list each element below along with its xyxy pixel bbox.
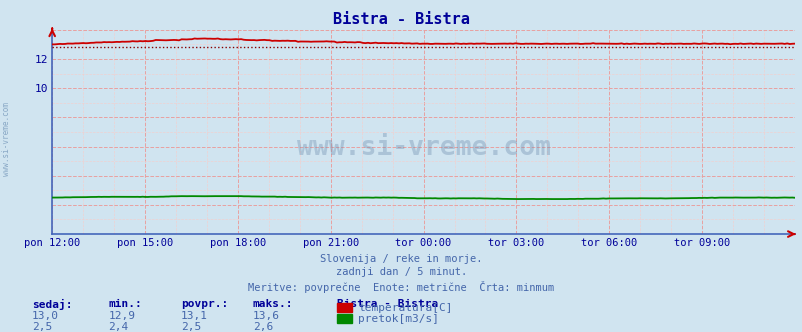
Text: min.:: min.:	[108, 299, 142, 309]
Text: maks.:: maks.:	[253, 299, 293, 309]
Text: 2,4: 2,4	[108, 322, 128, 332]
Text: Slovenija / reke in morje.: Slovenija / reke in morje.	[320, 254, 482, 264]
Text: 13,0: 13,0	[32, 311, 59, 321]
Text: 2,5: 2,5	[180, 322, 200, 332]
Text: 2,6: 2,6	[253, 322, 273, 332]
Text: www.si-vreme.com: www.si-vreme.com	[296, 135, 550, 161]
Text: Meritve: povprečne  Enote: metrične  Črta: minmum: Meritve: povprečne Enote: metrične Črta:…	[248, 281, 554, 292]
Text: zadnji dan / 5 minut.: zadnji dan / 5 minut.	[335, 267, 467, 277]
Text: 2,5: 2,5	[32, 322, 52, 332]
Text: 12,9: 12,9	[108, 311, 136, 321]
Text: povpr.:: povpr.:	[180, 299, 228, 309]
Text: 13,6: 13,6	[253, 311, 280, 321]
Text: www.si-vreme.com: www.si-vreme.com	[2, 103, 11, 176]
Text: Bistra - Bistra: Bistra - Bistra	[333, 12, 469, 27]
Text: 13,1: 13,1	[180, 311, 208, 321]
Text: pretok[m3/s]: pretok[m3/s]	[358, 314, 439, 324]
Text: temperatura[C]: temperatura[C]	[358, 303, 452, 313]
Text: Bistra - Bistra: Bistra - Bistra	[337, 299, 438, 309]
Text: sedaj:: sedaj:	[32, 299, 72, 310]
